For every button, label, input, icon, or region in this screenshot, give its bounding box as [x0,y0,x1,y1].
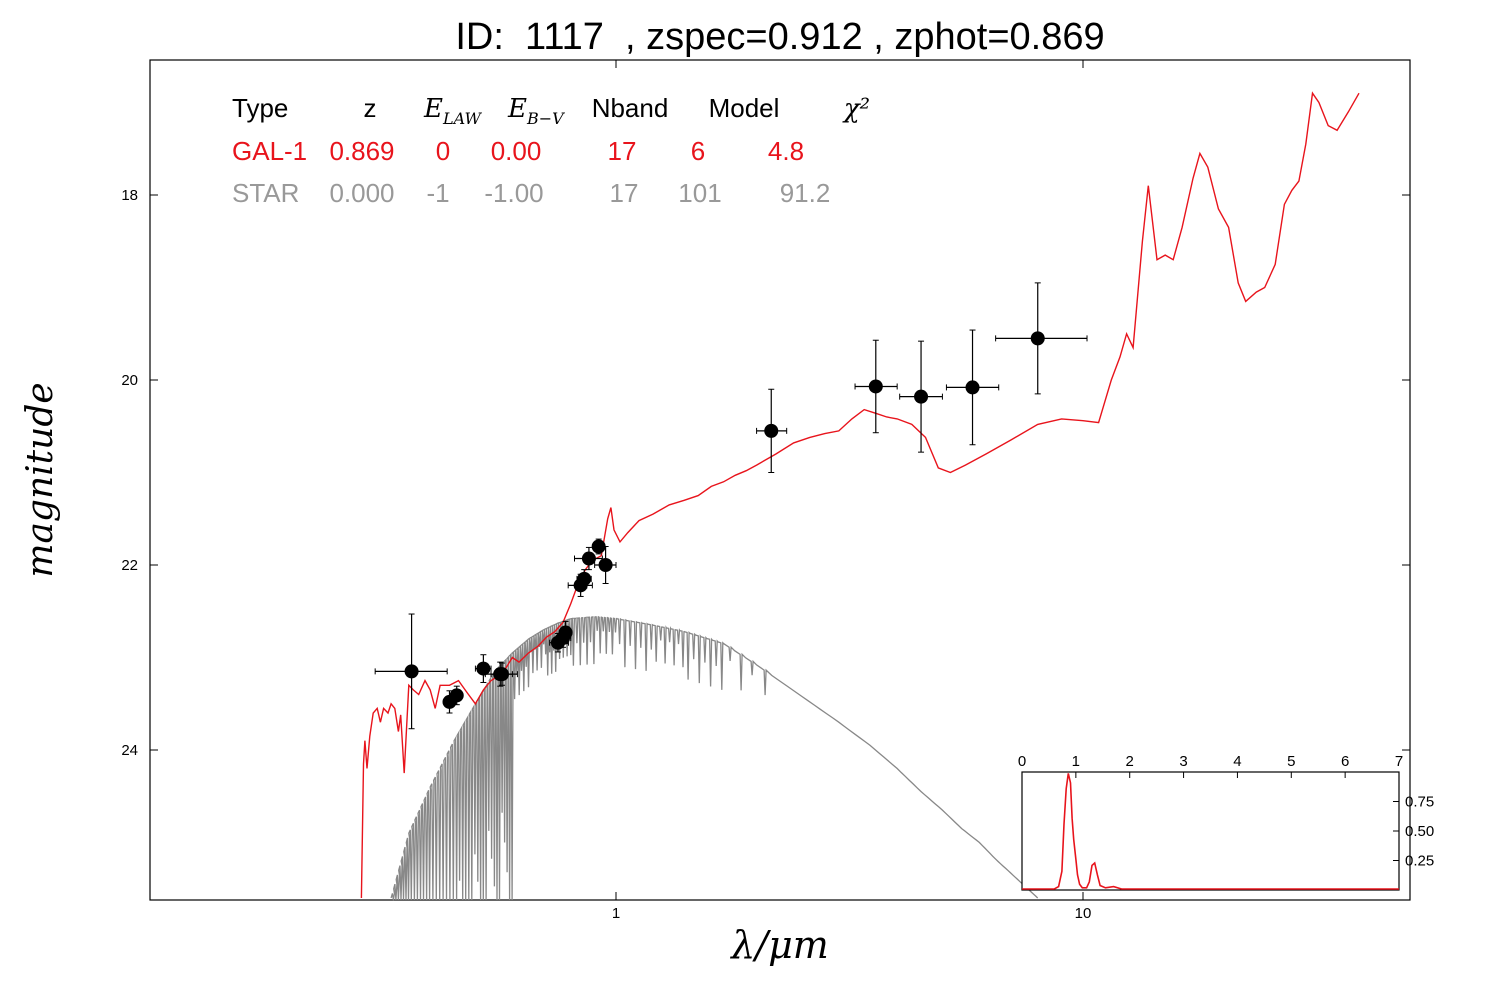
table-cell: 17 [608,136,637,166]
main-plot-curves [360,91,1360,901]
table-header-chi2: χ² [842,94,870,124]
data-point [591,539,606,554]
table-header-elaw: ELAW [423,94,483,128]
plot-frame [149,59,1411,901]
inset-y-tick-label: 0.50 [1405,823,1434,840]
photometry-point [945,329,1000,446]
data-point [1030,331,1045,346]
photometry-point [854,339,898,434]
data-point [404,664,419,679]
table-cell: 17 [610,178,639,208]
photometry-point [756,388,788,473]
table-cell: 0.869 [329,136,394,166]
photometry-points [374,282,1088,730]
data-point [914,389,929,404]
subscript: B−V [526,109,565,128]
y-tick-label: 22 [121,557,138,574]
table-cell: 0.000 [329,178,394,208]
table-cell: 6 [691,136,705,166]
photometry-point [474,654,492,683]
inset-x-tick-label: 6 [1341,753,1349,770]
subscript: LAW [442,109,483,128]
inset-x-tick-label: 3 [1179,753,1187,770]
photometry-point [558,620,573,645]
table-cell: 4.8 [768,136,804,166]
star-sed-line [390,615,1039,901]
inset-x-tick-label: 4 [1233,753,1241,770]
data-point [449,688,464,703]
photometry-point [574,546,603,571]
y-tick-label: 20 [121,372,138,389]
photometry-point [449,685,464,706]
photometry-point [490,662,513,686]
inset-x-tick-label: 5 [1287,753,1295,770]
data-point [598,558,613,572]
x-tick-label: 10 [1075,905,1092,922]
photometry-point [594,546,617,584]
table-cell: 0.00 [491,136,542,166]
photometry-point [591,538,606,555]
photometry-point [374,613,448,730]
data-point [868,379,883,394]
table-header-ebv: EB−V [507,94,565,128]
data-point [577,571,592,586]
x-axis-label: λ/μm [729,923,829,967]
inset-x-tick-label: 0 [1018,753,1026,770]
table-cell: 0 [436,136,450,166]
table-cell: -1 [426,178,449,208]
inset-x-tick-label: 7 [1395,753,1403,770]
table-header-z: z [364,93,377,123]
pdz-inset: 0 1 2 3 4 5 6 7 0.25 0.50 0.75 [1018,753,1434,891]
galaxy-sed-line [360,91,1360,899]
pdz-line [1022,773,1399,890]
photometry-point [899,340,943,453]
y-tick-label: 24 [121,742,138,759]
inset-x-tick-label: 2 [1126,753,1134,770]
table-cell: 101 [678,178,721,208]
photometry-point [995,282,1088,395]
inset-y-tick-label: 0.75 [1405,794,1434,811]
table-cell: 91.2 [780,178,831,208]
x-tick-label: 1 [612,905,620,922]
inset-y-tick-label: 0.25 [1405,853,1434,870]
y-tick-label: 18 [121,187,138,204]
table-cell: -1.00 [484,178,543,208]
chart-title: ID: 1117 , zspec=0.912 , zphot=0.869 [455,16,1105,58]
inset-frame [1021,771,1400,891]
data-point [476,661,491,676]
table-cell: STAR [232,178,299,208]
data-point [494,667,509,682]
photometry-point [576,569,592,589]
table-cell: GAL-1 [232,136,307,166]
data-point [965,380,980,395]
fit-results-table: Type z ELAW EB−V Nband Model χ² GAL-1 0.869 0 0.00… [232,93,870,208]
y-axis-label: magnitude [20,382,61,577]
table-header-type: Type [232,93,288,123]
inset-x-tick-label: 1 [1072,753,1080,770]
table-header-model: Model [709,93,780,123]
data-point [558,625,573,640]
data-point [764,423,779,438]
table-header-nband: Nband [592,93,669,123]
data-point [581,551,596,566]
axis-labels: λ/μm magnitude [20,382,829,967]
